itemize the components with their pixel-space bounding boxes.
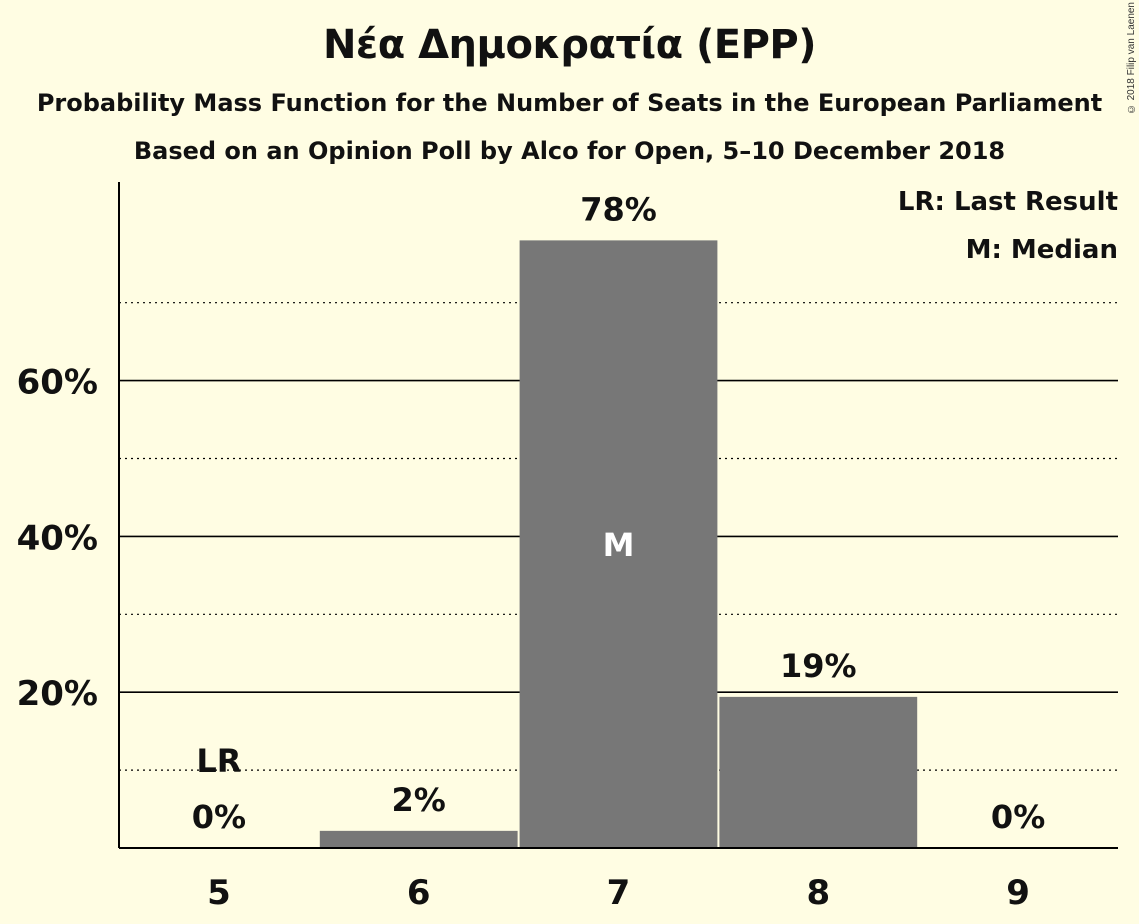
- legend-entry: M: Median: [966, 235, 1118, 265]
- bar: [319, 830, 518, 848]
- bars: [319, 240, 918, 848]
- x-tick-label: 8: [806, 873, 830, 913]
- bar: [719, 696, 918, 848]
- last-result-marker: LR: [196, 742, 241, 780]
- axes: 20% 40% 60% 5 6 7 8 9: [17, 182, 1118, 913]
- data-label: 0%: [991, 798, 1045, 836]
- data-label: 2%: [392, 781, 446, 819]
- legend-entry: LR: Last Result: [898, 187, 1118, 217]
- chart-title: Νέα Δημοκρατία (EPP): [322, 22, 817, 68]
- x-tick-label: 5: [207, 873, 231, 913]
- data-labels: 0% 2% 78% 19% 0% LR M: [192, 190, 1046, 836]
- data-label: 0%: [192, 798, 246, 836]
- y-tick-label: 60%: [17, 363, 98, 403]
- data-label: 78%: [580, 190, 657, 228]
- chart-source-line: Based on an Opinion Poll by Alco for Ope…: [133, 137, 1006, 165]
- legend: LR: Last Result M: Median: [898, 187, 1118, 265]
- x-tick-label: 9: [1006, 873, 1030, 913]
- y-tick-label: 20%: [17, 674, 98, 714]
- bar: [519, 240, 718, 848]
- y-tick-label: 40%: [17, 518, 98, 558]
- median-marker: M: [603, 526, 635, 564]
- data-label: 19%: [780, 647, 857, 685]
- x-tick-label: 7: [607, 873, 631, 913]
- chart-subtitle: Probability Mass Function for the Number…: [36, 89, 1103, 117]
- x-tick-label: 6: [407, 873, 431, 913]
